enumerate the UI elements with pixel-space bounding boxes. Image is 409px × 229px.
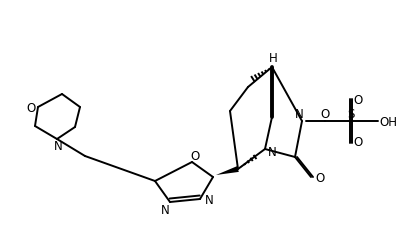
- Text: N: N: [267, 145, 276, 158]
- Text: O: O: [353, 136, 362, 149]
- Text: N: N: [54, 140, 62, 153]
- Polygon shape: [216, 166, 238, 175]
- Text: N: N: [204, 194, 213, 207]
- Text: OH: OH: [378, 115, 396, 128]
- Text: N: N: [160, 204, 169, 217]
- Text: H: H: [268, 51, 277, 64]
- Text: O: O: [319, 108, 329, 121]
- Text: S: S: [346, 108, 354, 121]
- Text: O: O: [190, 149, 199, 162]
- Text: O: O: [353, 94, 362, 107]
- Text: N: N: [294, 108, 303, 121]
- Text: O: O: [26, 101, 36, 114]
- Text: O: O: [315, 171, 324, 184]
